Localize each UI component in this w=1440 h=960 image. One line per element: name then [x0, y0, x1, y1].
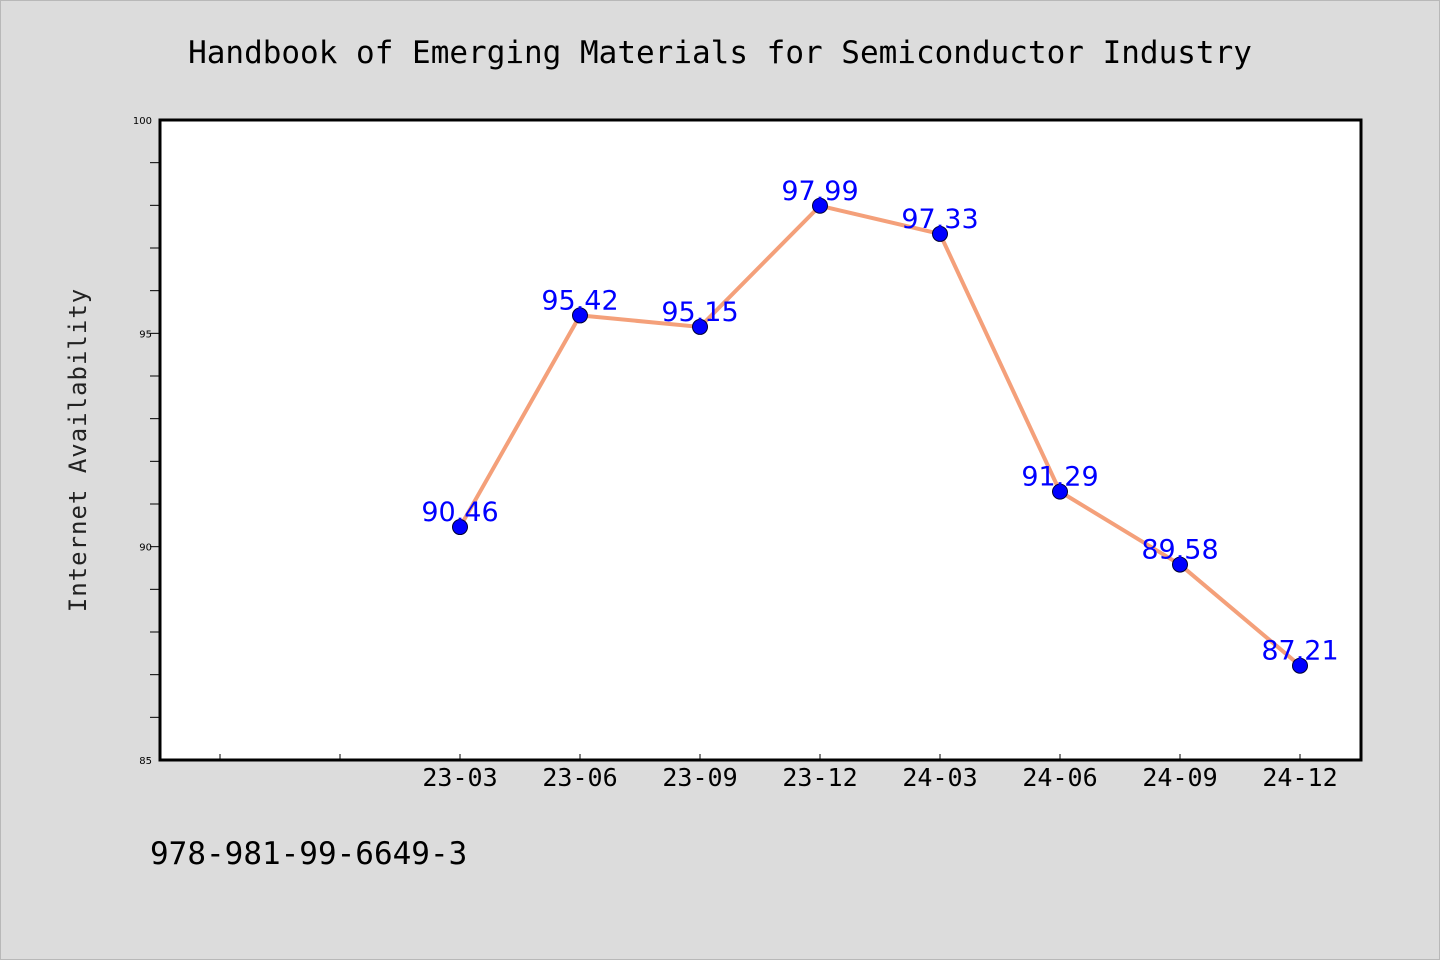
x-tick-label: 23-06 [542, 763, 617, 792]
plot-area [158, 118, 1363, 762]
x-tick-label: 23-09 [662, 763, 737, 792]
data-point-marker [932, 225, 948, 242]
data-point-marker [692, 318, 708, 335]
y-axis-ticks: 85 90 95 100 [133, 116, 160, 767]
series-line [458, 203, 1302, 668]
x-tick-label: 23-03 [422, 763, 497, 792]
y-tick-label: 90 [139, 543, 152, 554]
x-tick-label: 23-12 [782, 763, 857, 792]
data-point-marker [1052, 483, 1068, 500]
data-point-label: 89.58 [1141, 535, 1218, 566]
data-point-label: 95.42 [541, 285, 618, 316]
data-point-marker [1292, 657, 1308, 674]
data-point-label: 95.15 [661, 297, 738, 328]
x-tick-label: 24-09 [1142, 763, 1217, 792]
data-markers [452, 197, 1308, 674]
chart-title: Handbook of Emerging Materials for Semic… [188, 35, 1252, 71]
data-point-label: 90.46 [421, 497, 498, 528]
data-labels: 90.46 95.42 95.15 97.99 97.33 91.29 89.58 87.21 [421, 176, 1338, 667]
data-point-label: 97.99 [781, 176, 858, 207]
x-axis-ticks: 23-03 23-06 23-09 23-12 24-03 24-06 24-09 24-12 [219, 754, 1338, 792]
data-point-marker [1172, 556, 1188, 573]
y-tick-label: 95 [139, 329, 152, 340]
data-point-label: 91.29 [1021, 462, 1098, 493]
x-tick-label: 24-03 [902, 763, 977, 792]
y-tick-label: 85 [139, 756, 152, 767]
data-point-marker [572, 307, 588, 324]
data-point-label: 97.33 [901, 204, 978, 235]
isbn-text: 978-981-99-6649-3 [150, 836, 467, 872]
y-tick-label: 100 [133, 116, 152, 127]
data-point-label: 87.21 [1261, 636, 1338, 667]
data-point-marker [452, 519, 468, 536]
y-axis-label: Internet Availability [64, 288, 92, 612]
data-point-marker [812, 197, 828, 214]
x-tick-label: 24-06 [1022, 763, 1097, 792]
x-tick-label: 24-12 [1262, 763, 1337, 792]
